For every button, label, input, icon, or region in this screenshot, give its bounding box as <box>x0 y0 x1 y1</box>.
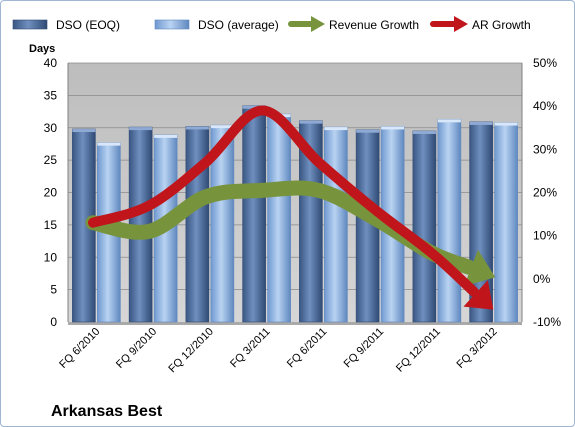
x-tick-label: FQ 6/2011 <box>285 326 330 371</box>
bar-dso-average-top <box>494 122 518 126</box>
x-tick-label: FQ 3/2012 <box>455 326 500 371</box>
bar-dso-eoq <box>242 105 266 323</box>
right-tick-label: -10% <box>533 315 561 329</box>
legend-swatch-eoq <box>12 19 48 30</box>
legend-label-ar-growth: AR Growth <box>472 18 531 32</box>
bar-dso-average <box>324 126 348 323</box>
plot-floor <box>68 322 522 325</box>
bar-dso-average-top <box>210 125 234 129</box>
bar-dso-eoq-top <box>356 129 380 133</box>
x-tick-label: FQ 6/2010 <box>57 326 102 371</box>
x-tick-label: FQ 12/2011 <box>394 326 443 375</box>
x-tick-label: FQ 3/2011 <box>228 326 273 371</box>
bar-dso-eoq-top <box>72 129 96 133</box>
right-tick-label: 10% <box>533 229 557 243</box>
x-tick-label: FQ 12/2010 <box>166 326 216 376</box>
growth-lines <box>85 105 496 310</box>
bar-dso-average <box>494 122 518 323</box>
ar-growth-line <box>88 105 479 297</box>
left-axis-title: Days <box>29 43 55 55</box>
bar-dso-eoq-top <box>185 126 209 130</box>
legend-swatch-average <box>154 19 190 30</box>
left-tick-label: 15 <box>44 218 58 232</box>
left-tick-label: 20 <box>44 186 58 200</box>
bar-dso-eoq-top <box>129 127 153 131</box>
left-tick-label: 40 <box>44 56 58 70</box>
bar-dso-average-top <box>154 134 178 138</box>
legend-arrow-revenue-growth <box>288 16 325 32</box>
legend-label-average: DSO (average) <box>198 18 279 32</box>
legend-label-revenue-growth: Revenue Growth <box>329 18 419 32</box>
left-tick-label: 35 <box>44 88 58 102</box>
bar-dso-average-top <box>324 127 348 131</box>
ar-growth-arrowhead <box>463 280 494 310</box>
legend-arrow-ar-growth <box>430 16 468 32</box>
bar-dso-eoq <box>185 126 210 323</box>
x-tick-label: FQ 9/2010 <box>114 326 159 371</box>
right-axis-ticks: -10% 0% 10% 20% 30% 40% 50% <box>533 56 561 329</box>
right-tick-label: 20% <box>533 186 557 200</box>
bar-dso-eoq-top <box>412 130 436 134</box>
revenue-growth-arrowhead <box>464 249 496 287</box>
legend-label-eoq: DSO (EOQ) <box>56 18 120 32</box>
left-tick-label: 25 <box>44 153 58 167</box>
bar-dso-average-top <box>97 142 121 146</box>
left-tick-label: 10 <box>44 250 58 264</box>
bar-dso-average-top <box>437 119 461 123</box>
bar-dso-average <box>267 113 291 323</box>
left-tick-label: 30 <box>44 121 58 135</box>
x-tick-label: FQ 9/2011 <box>342 326 387 371</box>
x-axis-ticks: FQ 6/2010 FQ 9/2010 FQ 12/2010 FQ 3/2011 FQ … <box>57 326 499 376</box>
left-axis-ticks: 0 5 10 15 20 25 30 35 40 <box>44 56 58 329</box>
left-tick-label: 0 <box>50 315 57 329</box>
chart-title: Arkansas Best <box>51 403 163 420</box>
legend: DSO (EOQ) DSO (average) Revenue Growth A… <box>12 16 531 32</box>
bar-dso-eoq-top <box>469 121 493 125</box>
right-tick-label: 30% <box>533 142 557 156</box>
bar-dso-average <box>437 119 462 323</box>
left-tick-label: 5 <box>50 283 57 297</box>
right-tick-label: 40% <box>533 99 557 113</box>
right-tick-label: 50% <box>533 56 557 70</box>
bar-dso-average-top <box>381 126 405 130</box>
bar-dso-eoq <box>412 130 437 323</box>
right-tick-label: 0% <box>533 272 551 286</box>
bar-dso-eoq-top <box>299 120 323 124</box>
